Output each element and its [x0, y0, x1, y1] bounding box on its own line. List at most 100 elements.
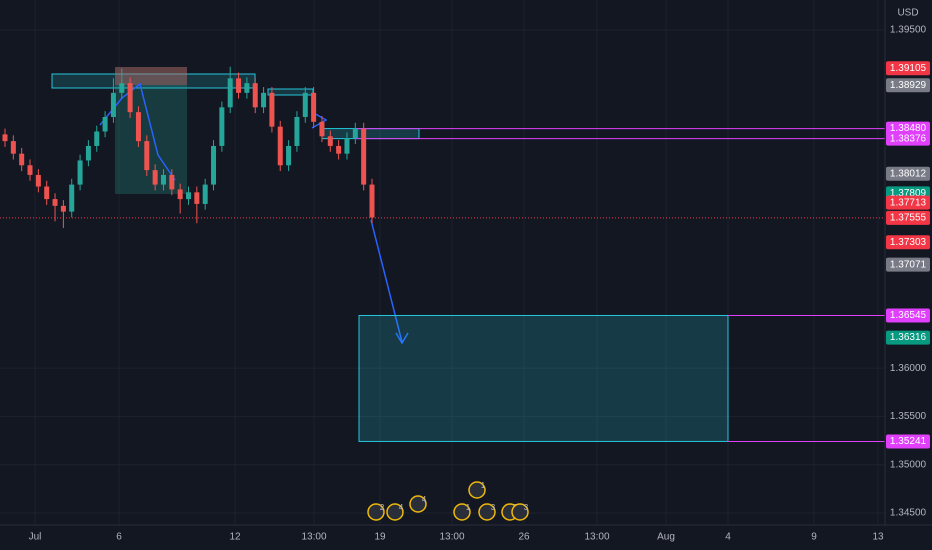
candle-body — [236, 78, 242, 93]
candle — [102, 111, 108, 138]
candle — [135, 106, 141, 147]
candle — [160, 169, 166, 191]
price-tag-box — [886, 166, 930, 181]
candle-body — [85, 145, 91, 161]
candle-body — [202, 184, 208, 204]
y-tick-label: 1.34500 — [890, 508, 927, 519]
price-tag-box — [886, 257, 930, 272]
price-tag-label: 1.35241 — [890, 436, 927, 447]
candle-body — [194, 192, 200, 204]
candle-body — [160, 174, 166, 185]
path-drawing — [311, 111, 328, 129]
price-tag-box — [886, 61, 930, 76]
event-icon — [367, 503, 385, 521]
price-tag-label: 1.37555 — [890, 213, 927, 224]
candle — [27, 159, 33, 181]
price-tag-box — [886, 78, 930, 93]
price-tag: 1.37713 — [886, 195, 930, 210]
candle-body — [177, 189, 183, 200]
event-count: 1 — [466, 503, 471, 512]
candle — [227, 66, 233, 114]
target-zone — [358, 314, 729, 442]
candle-body — [294, 116, 300, 146]
x-tick-label: 13:00 — [439, 532, 464, 543]
price-tag: 1.38012 — [886, 166, 930, 181]
candle — [152, 164, 158, 191]
event-icon — [511, 503, 529, 521]
price-tag-box — [886, 330, 930, 345]
candle-body — [110, 92, 116, 117]
event-icon — [468, 481, 486, 499]
x-tick-label: 13:00 — [584, 532, 609, 543]
candle — [177, 183, 183, 214]
candle — [60, 200, 66, 229]
candle-body — [286, 145, 292, 166]
price-tag-label: 1.39105 — [890, 63, 927, 74]
price-tag: 1.36545 — [886, 308, 930, 323]
event-count: 2 — [380, 503, 385, 512]
candle-body — [35, 174, 41, 187]
candle — [44, 180, 50, 205]
candle-body — [152, 170, 158, 185]
x-tick-label: 9 — [811, 532, 817, 543]
zone — [321, 128, 420, 140]
price-tag-box — [886, 195, 930, 210]
candle-body — [69, 184, 75, 212]
candle — [252, 77, 258, 114]
price-tag: 1.36316 — [886, 330, 930, 345]
candle — [194, 186, 200, 224]
candle-body — [119, 83, 125, 93]
candle-body — [2, 134, 8, 142]
candle-body — [60, 205, 66, 212]
price-tag-box — [886, 434, 930, 449]
y-tick-label: 1.36000 — [890, 363, 927, 374]
candle-body — [244, 83, 250, 93]
candle-body — [44, 186, 50, 200]
price-tag-label: 1.36545 — [890, 310, 927, 321]
price-tag-label: 1.37713 — [890, 197, 927, 208]
candle — [94, 125, 100, 152]
x-tick-label: 13:00 — [301, 532, 326, 543]
plot — [0, 66, 885, 442]
price-tag-box — [886, 308, 930, 323]
zone — [115, 67, 187, 194]
event-icon — [478, 503, 496, 521]
candle-body — [352, 128, 358, 139]
zone — [267, 88, 314, 96]
price-tag-label: 1.36316 — [890, 332, 927, 343]
candle-body — [19, 153, 25, 166]
candle-body — [27, 165, 33, 175]
candle-body — [261, 92, 267, 108]
event-icon — [453, 503, 471, 521]
candle — [110, 78, 116, 123]
candle — [261, 87, 267, 114]
candle — [336, 140, 342, 160]
price-tag-label: 1.37303 — [890, 237, 927, 248]
price-tag-label: 1.37071 — [890, 259, 927, 270]
candle-body — [344, 138, 350, 154]
candle-body — [252, 83, 258, 108]
candle — [352, 122, 358, 145]
candle — [2, 128, 8, 147]
candle — [294, 111, 300, 152]
candle-body — [52, 199, 58, 206]
candle-body — [169, 174, 175, 190]
price-axis: 1.39500 1.36000 1.35500 1.35000 1.34500 1.391… — [886, 25, 930, 519]
price-tag: 1.38929 — [886, 78, 930, 93]
candle-body — [311, 92, 317, 122]
price-tag-box — [886, 131, 930, 146]
candle-body — [277, 126, 283, 166]
candle — [35, 169, 41, 193]
x-tick-label: 26 — [518, 532, 530, 543]
candle — [52, 193, 58, 222]
candle — [361, 122, 367, 191]
candle — [19, 147, 25, 172]
candle-body — [302, 92, 308, 117]
candle — [202, 178, 208, 210]
candle — [319, 116, 325, 143]
candle — [77, 154, 83, 191]
price-tag-box — [886, 210, 930, 225]
candle — [236, 72, 242, 99]
